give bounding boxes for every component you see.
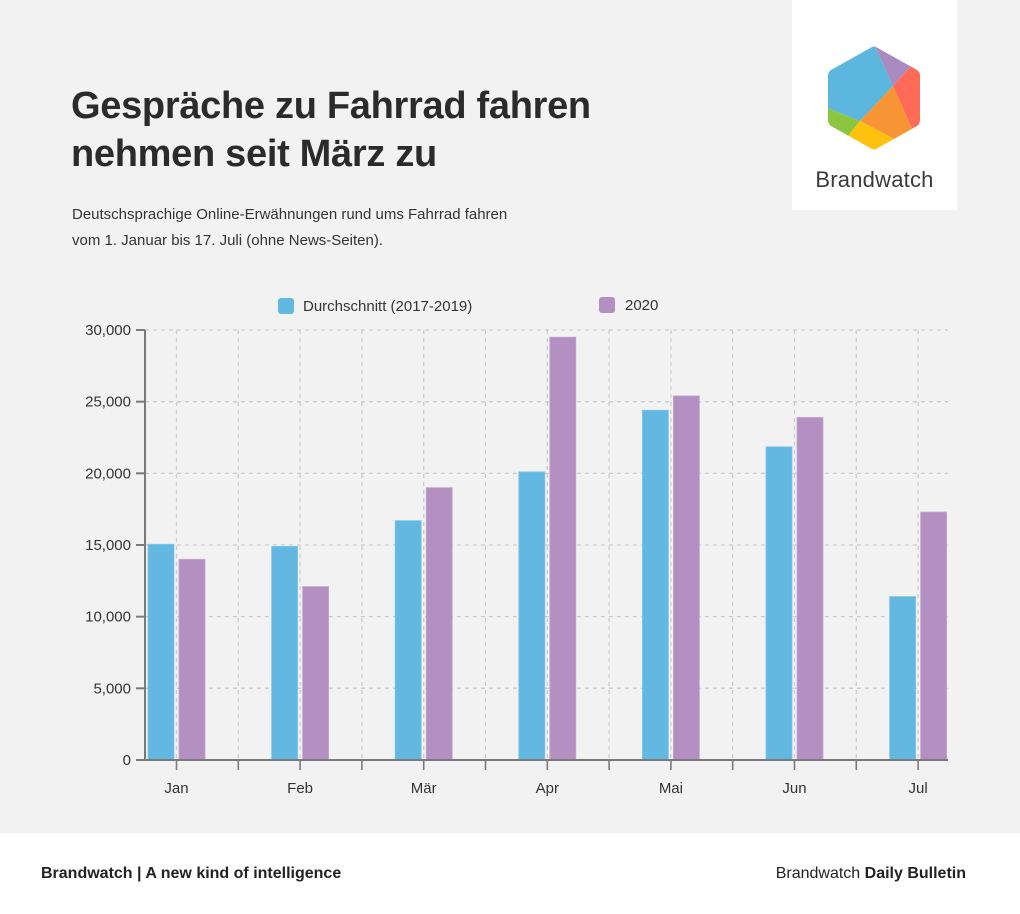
bar-durchschnitt-jun (765, 446, 793, 761)
bar-2020-jan (178, 558, 206, 761)
y-tick-label: 5,000 (93, 680, 131, 697)
legend-swatch-durchschnitt (278, 298, 294, 314)
bar-2020-jul (920, 511, 947, 761)
bar-chart: Durchschnitt (2017-2019) 2020 0 5,000 10,0… (85, 297, 948, 797)
x-tick-label-mär: Mär (411, 780, 437, 797)
brandwatch-hexagon-logo-icon (828, 46, 920, 150)
footer: Brandwatch | A new kind of intelligence … (0, 833, 1020, 914)
y-axis-ticks: 0 5,000 10,000 15,000 20,000 25,000 30,000 (85, 322, 145, 769)
x-tick-label-mai: Mai (659, 780, 683, 797)
bar-durchschnitt-feb (271, 546, 299, 761)
bar-durchschnitt-jul (889, 596, 916, 761)
footer-bulletin: Brandwatch Daily Bulletin (776, 865, 966, 883)
y-tick-label: 0 (123, 752, 131, 769)
x-tick-label-apr: Apr (536, 780, 559, 797)
legend-swatch-2020 (599, 297, 615, 313)
y-tick-label: 10,000 (85, 609, 131, 626)
y-tick-label: 25,000 (85, 394, 131, 411)
bar-durchschnitt-jan (147, 543, 175, 761)
x-axis-ticks: Jan Feb Mär Apr Mai Jun Jul (164, 760, 928, 797)
subtitle-line-1: Deutschsprachige Online-Erwähnungen rund… (72, 206, 508, 223)
bar-2020-mai (673, 395, 700, 761)
logo-segment-yellow (842, 121, 898, 150)
y-tick-label: 30,000 (85, 322, 131, 339)
x-tick-label-feb: Feb (287, 780, 313, 797)
chart-grid (145, 329, 948, 760)
title-line-1: Gespräche zu Fahrrad fahren (71, 85, 591, 127)
bar-durchschnitt-mai (642, 409, 669, 761)
bar-2020-mär (425, 487, 453, 761)
x-tick-label-jun: Jun (782, 780, 806, 797)
legend-label-durchschnitt: Durchschnitt (2017-2019) (303, 298, 472, 315)
logo-segment-orange (860, 86, 913, 141)
bar-durchschnitt-apr (518, 471, 546, 761)
chart-title: Gespräche zu Fahrrad fahren nehmen seit … (71, 82, 671, 178)
brand-logo-text: Brandwatch (815, 167, 934, 192)
logo-segment-red (893, 60, 920, 140)
bar-2020-jun (796, 417, 824, 761)
bar-durchschnitt-mär (394, 520, 422, 761)
x-tick-label-jul: Jul (909, 780, 928, 797)
brand-logo-card: Brandwatch (792, 0, 957, 210)
x-tick-label-jan: Jan (164, 780, 188, 797)
bar-2020-feb (302, 586, 330, 761)
y-tick-label: 20,000 (85, 465, 131, 482)
footer-bulletin-title: Daily Bulletin (864, 865, 966, 882)
bar-2020-apr (549, 336, 577, 761)
y-tick-label: 15,000 (85, 537, 131, 554)
subtitle-line-2: vom 1. Januar bis 17. Juli (ohne News-Se… (72, 232, 383, 249)
legend-label-2020: 2020 (625, 297, 658, 314)
chart-legend: Durchschnitt (2017-2019) 2020 (278, 297, 658, 315)
footer-bulletin-brand: Brandwatch (775, 865, 865, 882)
title-line-2: nehmen seit März zu (71, 133, 437, 175)
chart-subtitle: Deutschsprachige Online-Erwähnungen rund… (72, 202, 632, 254)
footer-tagline: Brandwatch | A new kind of intelligence (41, 865, 342, 882)
chart-bars (147, 336, 947, 761)
